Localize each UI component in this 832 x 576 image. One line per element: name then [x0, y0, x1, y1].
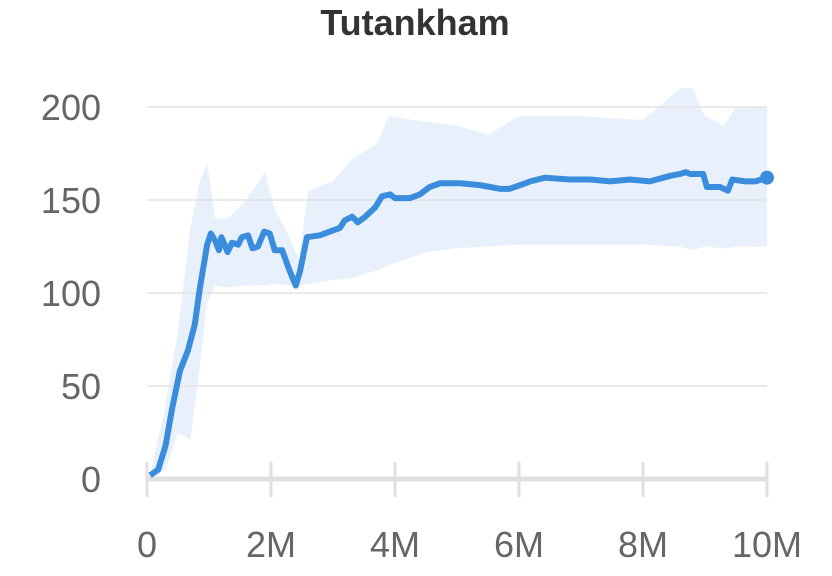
x-tick-label: 8M [618, 524, 668, 565]
y-tick-label: 0 [81, 459, 101, 500]
y-tick-label: 200 [41, 87, 101, 128]
confidence-band [150, 88, 768, 480]
line [148, 169, 768, 478]
x-tick-label: 10M [732, 524, 802, 565]
x-tick-label: 4M [370, 524, 420, 565]
chart-title: Tutankham [320, 2, 509, 43]
x-tick-label: 2M [246, 524, 296, 565]
x-tick-label: 0 [137, 524, 157, 565]
end-marker [760, 170, 774, 185]
y-tick-label: 100 [41, 273, 101, 314]
y-tick-label: 150 [41, 180, 101, 221]
x-tick-label: 6M [494, 524, 544, 565]
y-tick-label: 50 [61, 366, 101, 407]
